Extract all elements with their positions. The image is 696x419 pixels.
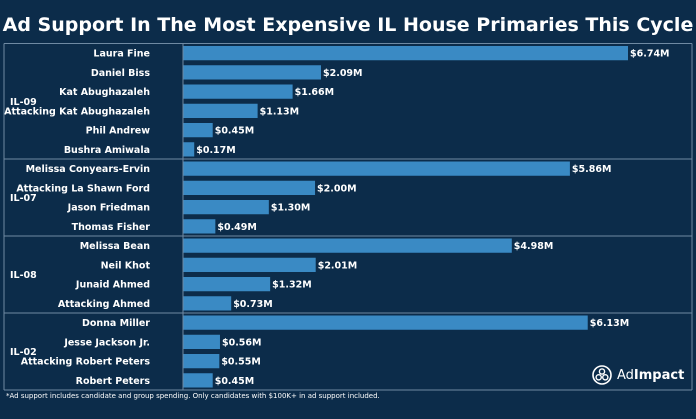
- bar-label: Jason Friedman: [67, 203, 151, 214]
- data-label: $1.66M: [295, 87, 335, 98]
- data-label: $0.73M: [233, 299, 273, 310]
- data-label: $0.17M: [196, 145, 236, 156]
- bar-label: Junaid Ahmed: [75, 280, 150, 291]
- adimpact-logo: AdImpact: [592, 364, 692, 386]
- group-label: IL-02: [10, 347, 37, 358]
- bar-label: Jesse Jackson Jr.: [63, 337, 150, 348]
- bar-label: Attacking Ahmed: [58, 299, 150, 310]
- bar[interactable]: [183, 219, 215, 233]
- bar[interactable]: [183, 316, 588, 330]
- bar[interactable]: [183, 104, 258, 118]
- data-label: $6.74M: [630, 49, 670, 60]
- bar-label: Thomas Fisher: [72, 222, 151, 233]
- data-label: $5.86M: [572, 164, 612, 175]
- adimpact-logo-text: AdImpact: [617, 368, 684, 383]
- bar[interactable]: [183, 200, 269, 214]
- data-label: $0.45M: [215, 126, 255, 137]
- data-label: $0.55M: [221, 357, 261, 368]
- bar[interactable]: [183, 258, 316, 272]
- data-label: $1.32M: [272, 280, 312, 291]
- footnote: *Ad support includes candidate and group…: [6, 392, 380, 400]
- bar-label: Robert Peters: [76, 376, 151, 387]
- data-label: $0.49M: [217, 222, 257, 233]
- bar[interactable]: [183, 354, 219, 368]
- data-label: $4.98M: [514, 241, 554, 252]
- bar[interactable]: [183, 142, 194, 156]
- data-label: $1.13M: [260, 106, 300, 117]
- bar-label: Melissa Conyears-Ervin: [26, 164, 151, 175]
- data-label: $0.56M: [222, 337, 262, 348]
- adimpact-logo-icon: [592, 365, 612, 385]
- data-label: $0.45M: [215, 376, 255, 387]
- group-label: IL-09: [10, 97, 37, 108]
- bar[interactable]: [183, 277, 270, 291]
- bar[interactable]: [183, 335, 220, 349]
- bar-label: Kat Abughazaleh: [59, 87, 150, 98]
- bar[interactable]: [183, 123, 213, 137]
- data-label: $2.01M: [318, 260, 358, 271]
- bar-label: Melissa Bean: [80, 241, 151, 252]
- bar[interactable]: [183, 85, 293, 99]
- bar-label: Bushra Amiwala: [64, 145, 150, 156]
- bar[interactable]: [183, 181, 315, 195]
- group-label: IL-08: [10, 270, 37, 281]
- bar-chart: Laura Fine $6.74M Daniel Biss $2.09M Kat Abu…: [0, 0, 696, 419]
- bar-label: Neil Khot: [101, 260, 151, 271]
- data-label: $1.30M: [271, 203, 311, 214]
- bar-label: Donna Miller: [82, 318, 150, 329]
- bar-label: Attacking Kat Abughazaleh: [4, 106, 150, 117]
- data-label: $6.13M: [590, 318, 630, 329]
- bar-label: Daniel Biss: [91, 68, 150, 79]
- bar[interactable]: [183, 65, 321, 79]
- bar[interactable]: [183, 239, 512, 253]
- bar[interactable]: [183, 162, 570, 176]
- bar-label: Attacking Robert Peters: [21, 357, 151, 368]
- bar-label: Laura Fine: [93, 49, 150, 60]
- bar[interactable]: [183, 373, 213, 387]
- bar[interactable]: [183, 296, 231, 310]
- data-label: $2.09M: [323, 68, 363, 79]
- bar-label: Phil Andrew: [86, 126, 151, 137]
- bar[interactable]: [183, 46, 628, 60]
- data-label: $2.00M: [317, 183, 357, 194]
- group-label: IL-07: [10, 193, 37, 204]
